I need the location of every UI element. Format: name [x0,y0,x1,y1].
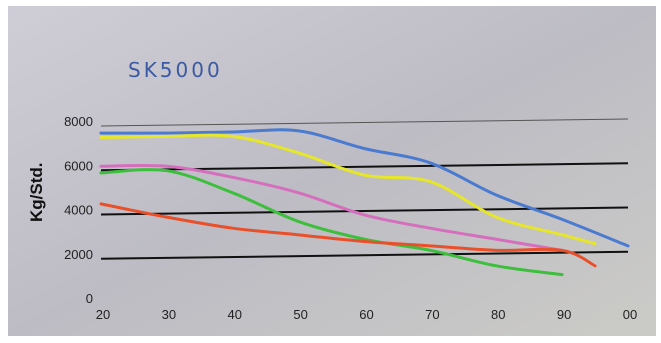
series-line-4 [99,168,564,277]
gridline [100,206,629,216]
y-tick-label: 4000 [64,203,93,218]
gridline [100,250,629,260]
y-tick-label: 6000 [64,158,93,173]
gridline [100,118,629,127]
x-tick-label: 90 [557,307,571,322]
x-tick-label: 60 [359,307,373,322]
x-tick-label: 40 [228,307,242,322]
x-tick-label: 30 [162,307,176,322]
y-axis-ticks: 0 2000 4000 6000 8000 [64,114,93,306]
y-axis-label: Kg/Std. [27,163,46,223]
y-tick-label: 2000 [64,247,93,262]
chart-title: SK5000 [128,58,223,82]
x-tick-label: 80 [491,307,505,322]
x-tick-label: 50 [293,307,307,322]
x-tick-label: 00 [623,307,637,322]
series-line-1 [99,128,630,248]
x-tick-label: 20 [96,307,110,322]
series-line-2 [99,133,597,246]
y-tick-label: 0 [86,291,93,306]
x-tick-label: 70 [425,307,439,322]
series [99,128,630,277]
series-line-3 [99,163,564,252]
series-line-5 [99,202,597,268]
x-axis-ticks: 20 30 40 50 60 70 80 90 00 [96,307,637,322]
y-tick-label: 8000 [64,114,93,129]
